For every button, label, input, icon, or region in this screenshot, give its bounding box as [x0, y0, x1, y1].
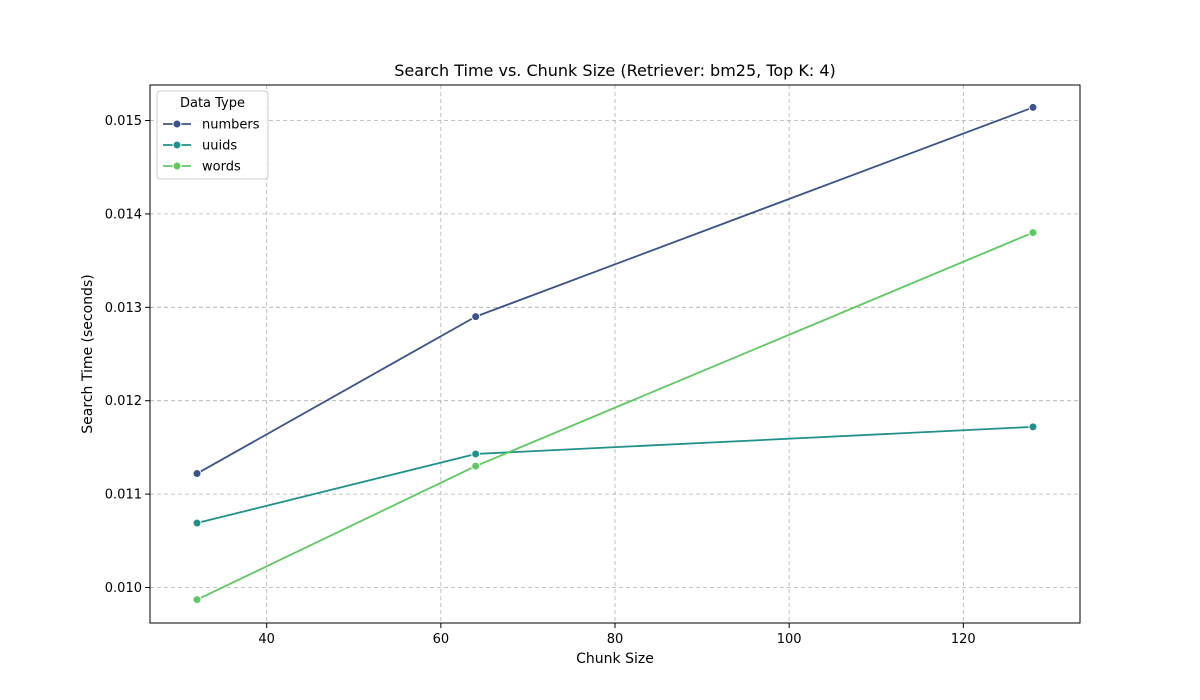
- x-tick-label: 80: [607, 632, 624, 647]
- x-tick-label: 40: [258, 632, 275, 647]
- legend: Data Type numbers uuids words: [156, 90, 269, 180]
- y-tick-label: 0.011: [105, 488, 142, 503]
- legend-label-words: words: [202, 160, 241, 175]
- y-tick-label: 0.015: [105, 114, 142, 129]
- data-point-uuids: [471, 449, 481, 459]
- legend-items: numbers uuids words: [163, 118, 260, 175]
- y-tick-label: 0.012: [105, 394, 142, 409]
- legend-marker-uuids: [172, 140, 182, 150]
- legend-title: Data Type: [180, 96, 245, 111]
- series-layer: [192, 102, 1038, 605]
- data-point-words: [471, 461, 481, 471]
- legend-marker-words: [172, 161, 182, 171]
- y-axis-title: Search Time (seconds): [80, 274, 96, 433]
- data-point-numbers: [192, 469, 202, 479]
- data-point-uuids: [192, 518, 202, 528]
- x-tick-label: 60: [433, 632, 450, 647]
- x-tick-label: 100: [777, 632, 802, 647]
- legend-marker-numbers: [172, 119, 182, 129]
- x-axis: 40 60 80 100 120: [258, 623, 976, 647]
- legend-label-numbers: numbers: [202, 118, 260, 133]
- y-axis: 0.010 0.011 0.012 0.013 0.014 0.015: [105, 114, 150, 596]
- y-tick-label: 0.014: [105, 207, 142, 222]
- grid: [150, 85, 1080, 623]
- data-point-numbers: [1028, 102, 1038, 112]
- data-point-words: [192, 595, 202, 605]
- y-tick-label: 0.010: [105, 581, 142, 596]
- legend-label-uuids: uuids: [202, 139, 237, 154]
- y-tick-label: 0.013: [105, 301, 142, 316]
- chart-title: Search Time vs. Chunk Size (Retriever: b…: [394, 61, 836, 80]
- legend-box: [156, 90, 269, 180]
- x-tick-label: 120: [951, 632, 976, 647]
- data-point-numbers: [471, 312, 481, 322]
- data-point-uuids: [1028, 422, 1038, 432]
- data-point-words: [1028, 228, 1038, 238]
- x-axis-title: Chunk Size: [576, 651, 654, 667]
